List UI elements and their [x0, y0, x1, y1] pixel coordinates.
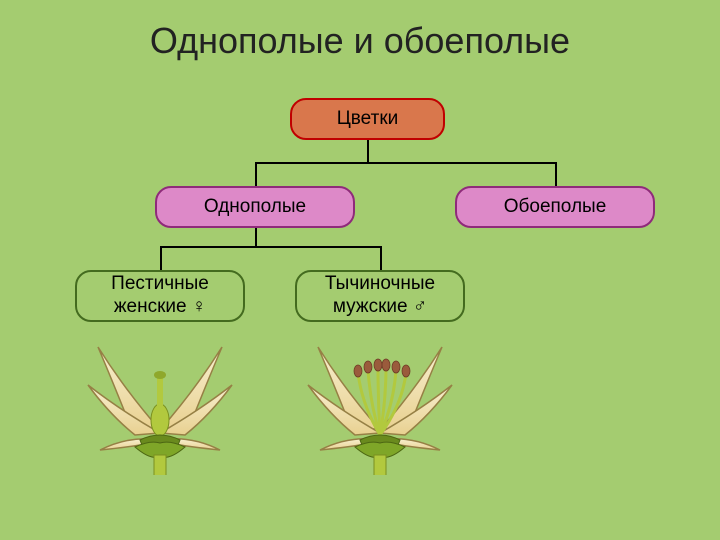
node-bisexual: Обоеполые	[455, 186, 655, 228]
connector-line	[255, 162, 555, 164]
node-label-line2: женские ♀	[114, 296, 206, 319]
node-label-line1: Пестичные	[111, 273, 209, 296]
node-label: Однополые	[204, 196, 306, 219]
flower-male-icon	[300, 335, 460, 475]
connector-line	[367, 140, 369, 162]
connector-line	[255, 228, 257, 246]
node-unisexual: Однополые	[155, 186, 355, 228]
node-staminate-male: Тычиночные мужские ♂	[295, 270, 465, 322]
node-flowers: Цветки	[290, 98, 445, 140]
connector-line	[160, 246, 380, 248]
node-label: Цветки	[337, 108, 399, 131]
connector-line	[380, 246, 382, 270]
connector-line	[160, 246, 162, 270]
connector-line	[255, 162, 257, 186]
flower-female-icon	[80, 335, 240, 475]
node-pistillate-female: Пестичные женские ♀	[75, 270, 245, 322]
page-title: Однополые и обоеполые	[0, 0, 720, 62]
node-label: Обоеполые	[504, 196, 607, 219]
node-label-line2: мужские ♂	[333, 296, 427, 319]
node-label-line1: Тычиночные	[325, 273, 435, 296]
connector-line	[555, 162, 557, 186]
